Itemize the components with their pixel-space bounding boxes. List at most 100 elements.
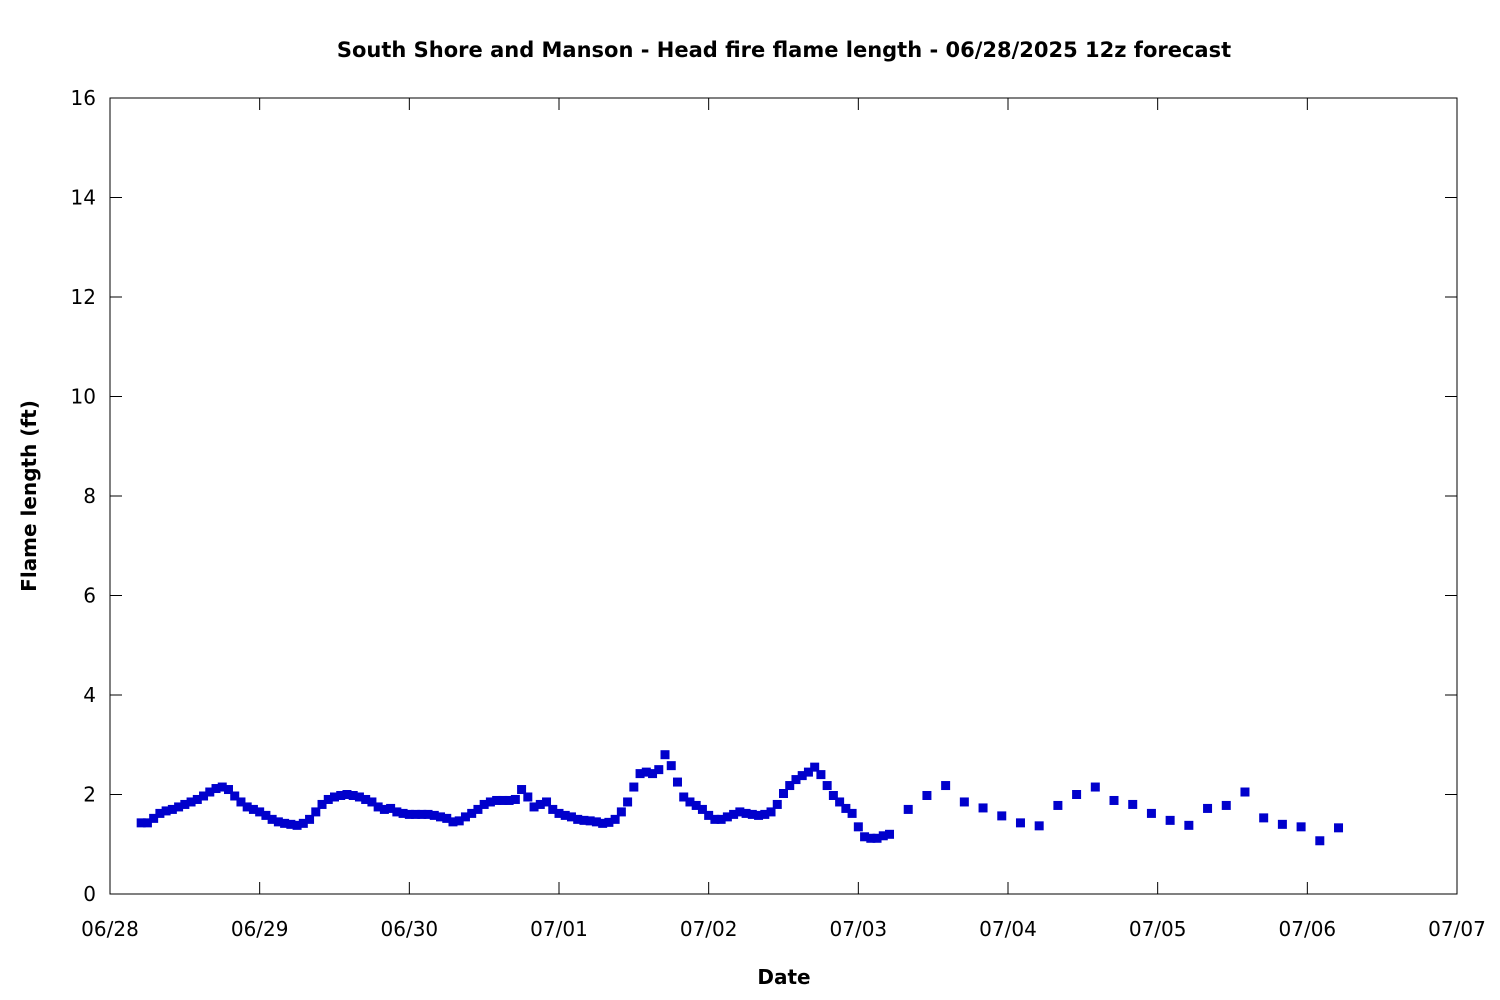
data-point <box>610 814 620 824</box>
data-point <box>697 804 707 814</box>
data-series <box>136 750 1344 846</box>
y-tick-label: 8 <box>83 484 96 508</box>
data-point <box>467 808 477 818</box>
data-point <box>785 781 795 791</box>
data-point <box>741 808 751 818</box>
data-point <box>436 812 446 822</box>
data-point <box>566 812 576 822</box>
data-point <box>604 817 614 827</box>
data-point <box>585 816 595 826</box>
data-point <box>716 814 726 824</box>
data-point <box>180 799 190 809</box>
data-point <box>997 811 1007 821</box>
data-point <box>666 761 676 771</box>
y-tick-label: 12 <box>71 285 96 309</box>
data-point <box>242 802 252 812</box>
x-tick-label: 07/04 <box>979 917 1037 941</box>
data-point <box>641 767 651 777</box>
data-point <box>903 804 913 814</box>
data-point <box>161 806 171 816</box>
data-point <box>1259 813 1269 823</box>
data-point <box>941 781 951 791</box>
data-point <box>417 809 427 819</box>
data-point <box>828 790 838 800</box>
x-axis: 06/28 06/29 06/30 07/01 07/02 07/03 07/04 07/05… <box>81 98 1486 941</box>
data-point <box>959 797 969 807</box>
data-point <box>498 795 508 805</box>
data-point <box>660 750 670 760</box>
data-point <box>760 809 770 819</box>
data-point <box>305 814 315 824</box>
plot-frame <box>109 97 1458 895</box>
y-tick-label: 4 <box>83 683 96 707</box>
data-point <box>591 817 601 827</box>
data-point <box>230 791 240 801</box>
data-point <box>872 833 882 843</box>
data-point <box>1277 819 1287 829</box>
y-tick-label: 16 <box>71 86 96 110</box>
data-point <box>223 785 233 795</box>
data-point <box>492 795 502 805</box>
data-point <box>267 814 277 824</box>
data-point <box>199 791 209 801</box>
x-tick-label: 07/07 <box>1428 917 1486 941</box>
data-point <box>373 802 383 812</box>
data-point <box>648 769 658 779</box>
y-tick-label: 10 <box>71 385 96 409</box>
data-point <box>149 813 159 823</box>
data-point <box>554 808 564 818</box>
data-point <box>542 797 552 807</box>
data-point <box>317 799 327 809</box>
data-point <box>192 794 202 804</box>
data-point <box>142 818 152 828</box>
data-point <box>311 807 321 817</box>
data-point <box>205 787 215 797</box>
data-point <box>978 803 988 813</box>
x-axis-title: Date <box>757 965 810 989</box>
data-point <box>1090 782 1100 792</box>
data-point <box>255 807 265 817</box>
data-point <box>1072 790 1082 799</box>
x-tick-label: 07/03 <box>830 917 888 941</box>
data-point <box>442 813 452 823</box>
data-point <box>1146 808 1156 818</box>
data-point <box>367 797 377 807</box>
data-point <box>816 770 826 780</box>
data-point <box>735 807 745 817</box>
data-point <box>1184 820 1194 830</box>
data-point <box>1015 818 1025 828</box>
data-point <box>423 809 433 819</box>
data-point <box>548 804 558 814</box>
x-tick-label: 06/29 <box>231 917 289 941</box>
x-tick-label: 07/02 <box>680 917 738 941</box>
y-axis-title: Flame length (ft) <box>17 400 41 592</box>
data-point <box>330 792 339 802</box>
data-point <box>710 814 720 824</box>
data-point <box>1203 803 1213 813</box>
data-point <box>517 785 527 795</box>
data-point <box>922 790 932 800</box>
data-point <box>672 777 682 787</box>
data-point <box>286 819 296 829</box>
y-axis: 0 2 4 6 8 10 12 14 16 <box>71 86 1457 906</box>
data-point <box>791 775 801 785</box>
data-point <box>1296 822 1306 832</box>
data-point <box>1315 836 1325 846</box>
data-point <box>754 810 764 820</box>
data-point <box>273 817 283 827</box>
data-point <box>729 809 739 819</box>
data-point <box>1165 815 1175 825</box>
data-point <box>398 808 408 818</box>
y-tick-label: 6 <box>83 584 96 608</box>
data-point <box>766 807 776 817</box>
data-point <box>1240 787 1250 797</box>
data-point <box>1334 823 1344 833</box>
data-point <box>174 802 184 812</box>
data-point <box>473 804 483 814</box>
x-tick-label: 06/30 <box>381 917 439 941</box>
y-tick-label: 14 <box>71 186 96 210</box>
data-point <box>485 797 495 807</box>
x-tick-label: 06/28 <box>81 917 139 941</box>
data-point <box>217 782 227 792</box>
